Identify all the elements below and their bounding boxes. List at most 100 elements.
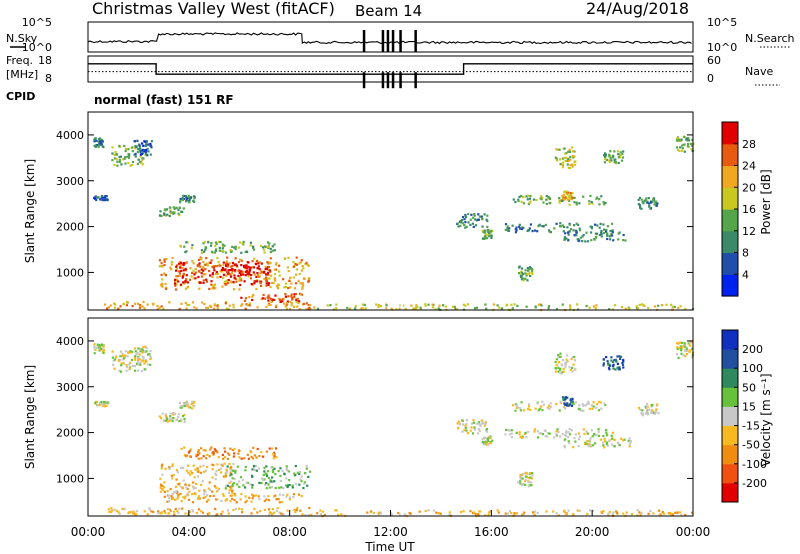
range-gate-cell <box>275 456 278 459</box>
range-gate-cell <box>213 304 216 307</box>
range-gate-cell <box>622 150 625 153</box>
range-gate-cell <box>120 362 123 365</box>
range-gate-cell <box>610 159 613 162</box>
range-gate-cell <box>197 475 200 478</box>
range-gate-cell <box>484 303 487 306</box>
range-gate-cell <box>670 303 673 306</box>
range-gate-cell <box>612 364 615 368</box>
range-gate-cell <box>204 490 207 494</box>
range-gate-cell <box>520 267 524 270</box>
range-gate-cell <box>295 273 298 276</box>
range-gate-cell <box>568 433 572 436</box>
range-gate-cell <box>205 278 208 281</box>
range-gate-cell <box>329 304 332 307</box>
range-gate-cell <box>229 275 233 278</box>
range-gate-cell <box>622 512 625 515</box>
range-gate-cell <box>280 501 283 504</box>
range-gate-cell <box>269 285 272 289</box>
range-gate-cell <box>164 274 167 277</box>
range-gate-cell <box>237 269 240 272</box>
range-gate-cell <box>267 483 270 486</box>
range-gate-cell <box>257 495 260 498</box>
range-gate-cell <box>219 471 223 474</box>
range-gate-cell <box>530 477 533 480</box>
range-gate-cell <box>245 303 248 306</box>
range-gate-cell <box>234 494 237 497</box>
range-gate-cell <box>307 279 311 282</box>
range-gate-cell <box>252 464 256 468</box>
range-gate-cell <box>111 152 114 155</box>
range-gate-cell <box>461 219 464 222</box>
range-gate-cell <box>618 368 621 371</box>
range-gate-cell <box>562 398 565 401</box>
range-gate-cell <box>193 273 196 276</box>
range-gate-cell <box>616 362 619 365</box>
range-gate-cell <box>144 149 147 152</box>
range-gate-cell <box>567 239 570 242</box>
range-gate-cell <box>561 224 564 227</box>
range-gate-cell <box>137 358 140 361</box>
range-gate-cell <box>513 303 516 306</box>
range-gate-cell <box>555 402 558 406</box>
range-gate-cell <box>170 260 173 264</box>
range-gate-cell <box>111 146 114 149</box>
range-gate-cell <box>295 256 298 259</box>
range-gate-cell <box>518 431 521 434</box>
range-gate-cell <box>571 155 575 158</box>
range-gate-cell <box>229 488 232 491</box>
range-gate-cell <box>675 353 679 356</box>
range-gate-cell <box>518 225 521 228</box>
range-gate-cell <box>529 200 532 203</box>
range-gate-cell <box>118 161 121 164</box>
range-gate-cell <box>521 513 524 516</box>
range-gate-cell <box>570 369 573 372</box>
range-gate-cell <box>227 279 230 282</box>
range-gate-cell <box>161 282 164 285</box>
range-gate-cell <box>230 250 233 253</box>
range-gate-cell <box>610 434 613 437</box>
range-gate-cell <box>562 396 565 399</box>
range-gate-cell <box>95 196 98 199</box>
range-gate-cell <box>269 247 272 250</box>
range-gate-cell <box>184 195 188 198</box>
range-gate-cell <box>638 511 641 514</box>
range-gate-cell <box>188 278 192 281</box>
range-gate-cell <box>174 490 177 493</box>
range-gate-cell <box>254 468 257 472</box>
range-gate-cell <box>246 481 249 484</box>
range-gate-cell <box>640 512 643 515</box>
range-gate-cell <box>111 356 115 359</box>
range-gate-cell <box>296 305 299 308</box>
range-gate-cell <box>570 195 573 198</box>
range-gate-cell <box>595 235 598 238</box>
range-gate-cell <box>528 227 531 230</box>
range-gate-cell <box>554 367 557 370</box>
range-gate-cell <box>272 457 275 460</box>
range-gate-cell <box>107 306 110 309</box>
range-gate-cell <box>206 453 209 456</box>
beam-label: Beam 14 <box>355 2 422 20</box>
range-gate-cell <box>130 358 134 362</box>
range-gate-cell <box>131 150 134 153</box>
range-gate-cell <box>292 265 295 268</box>
range-gate-cell <box>222 264 225 267</box>
range-gate-cell <box>138 353 141 356</box>
range-gate-cell <box>171 420 174 423</box>
freq-panel-frame <box>87 55 694 83</box>
range-gate-cell <box>261 297 265 300</box>
range-gate-cell <box>573 150 576 153</box>
nsky-dropout <box>414 30 417 52</box>
range-gate-cell <box>232 462 235 466</box>
range-gate-cell <box>521 477 524 480</box>
range-gate-cell <box>190 472 194 475</box>
range-gate-cell <box>547 432 550 435</box>
range-gate-cell <box>529 275 532 278</box>
range-gate-cell <box>472 421 475 424</box>
range-gate-cell <box>486 230 489 233</box>
range-gate-cell <box>204 246 208 250</box>
range-gate-cell <box>211 265 214 269</box>
range-gate-cell <box>244 297 248 300</box>
range-gate-cell <box>427 303 430 306</box>
range-gate-cell <box>102 348 105 351</box>
range-gate-cell <box>221 285 224 288</box>
